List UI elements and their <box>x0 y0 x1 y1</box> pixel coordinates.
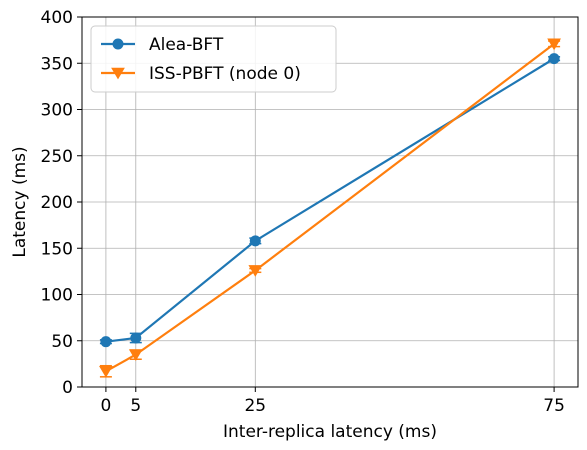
legend: Alea-BFT ISS-PBFT (node 0) <box>90 25 337 93</box>
x-axis-ticks: 0 5 25 75 <box>100 387 565 416</box>
legend-label: ISS-PBFT (node 0) <box>149 64 301 84</box>
data-point <box>248 265 263 277</box>
x-tick-label: 5 <box>130 396 141 416</box>
legend-marker <box>112 38 124 50</box>
series-line <box>105 57 555 343</box>
y-axis-label: Latency (ms) <box>10 146 30 257</box>
y-tick-label: 200 <box>41 193 73 213</box>
series-group <box>99 38 561 378</box>
x-tick-label: 0 <box>100 396 111 416</box>
data-point <box>249 235 261 247</box>
data-point <box>99 365 113 378</box>
y-tick-label: 250 <box>41 147 73 167</box>
series-line <box>105 42 555 373</box>
y-axis-ticks: 0 50 100 150 200 250 300 350 400 <box>41 8 82 398</box>
data-point <box>548 53 560 65</box>
y-tick-label: 300 <box>41 101 73 121</box>
y-tick-label: 50 <box>51 332 73 352</box>
y-tick-label: 0 <box>62 378 73 398</box>
x-tick-label: 75 <box>543 396 565 416</box>
y-tick-label: 350 <box>41 54 73 74</box>
y-tick-label: 100 <box>41 286 73 306</box>
data-point <box>100 336 112 348</box>
x-axis-label: Inter-replica latency (ms) <box>223 422 437 442</box>
x-tick-label: 25 <box>244 396 266 416</box>
data-point <box>130 332 142 344</box>
data-point <box>128 349 143 362</box>
y-tick-label: 400 <box>41 8 73 28</box>
legend-marker <box>111 67 125 80</box>
data-point <box>547 38 561 51</box>
y-tick-label: 150 <box>41 239 73 259</box>
legend-box <box>90 25 337 93</box>
legend-label: Alea-BFT <box>149 35 224 55</box>
